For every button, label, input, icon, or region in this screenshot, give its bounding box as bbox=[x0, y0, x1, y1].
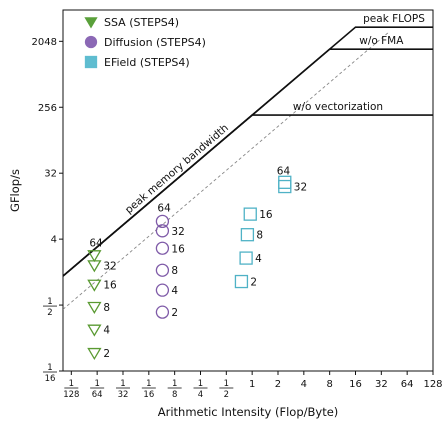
x-tick-label-3: 116 bbox=[141, 379, 156, 400]
y-tick-label-1: 12 bbox=[43, 297, 57, 318]
x-tick-label-11: 16 bbox=[349, 379, 362, 390]
point-0-3 bbox=[87, 301, 102, 315]
x-tick-label-2-numerator: 1 bbox=[120, 379, 125, 389]
point-1-0 bbox=[155, 214, 170, 229]
y-tick-label-2: 4 bbox=[51, 235, 57, 246]
y-tick-label-5: 2048 bbox=[32, 37, 57, 48]
x-tick-label-1-denominator: 64 bbox=[92, 390, 103, 400]
point-label-2-2: 16 bbox=[259, 209, 273, 221]
y-tick-label-1-denominator: 2 bbox=[47, 308, 52, 318]
point-label-1-4: 4 bbox=[171, 285, 178, 297]
roof-label-0: peak FLOPS bbox=[363, 13, 425, 25]
point-label-0-4: 4 bbox=[103, 325, 110, 337]
x-tick-label-3-numerator: 1 bbox=[146, 379, 151, 389]
x-tick-label-8: 2 bbox=[275, 379, 281, 390]
x-tick-label-4-numerator: 1 bbox=[172, 379, 177, 389]
point-1-2 bbox=[155, 241, 170, 255]
y-tick-label-0-denominator: 16 bbox=[45, 374, 56, 384]
point-0-0 bbox=[87, 250, 102, 263]
point-label-0-0: 64 bbox=[89, 237, 103, 249]
point-label-2-1: 32 bbox=[294, 182, 307, 194]
point-2-0 bbox=[278, 175, 292, 189]
point-label-0-1: 32 bbox=[103, 260, 116, 272]
x-tick-label-1: 164 bbox=[90, 379, 105, 400]
point-label-2-0: 64 bbox=[277, 165, 291, 177]
point-label-0-5: 2 bbox=[103, 348, 110, 360]
point-label-1-3: 8 bbox=[171, 265, 178, 277]
x-tick-label-4: 18 bbox=[167, 379, 182, 400]
point-label-2-4: 4 bbox=[255, 253, 262, 265]
roof-line-2 bbox=[63, 114, 433, 277]
legend: SSA (STEPS4) Diffusion (STEPS4) EField (ST… bbox=[84, 16, 206, 69]
point-2-5 bbox=[234, 274, 249, 289]
point-2-4 bbox=[239, 251, 253, 265]
x-tick-label-5: 14 bbox=[193, 379, 208, 400]
x-tick-label-5-denominator: 4 bbox=[198, 390, 203, 400]
x-axis-title: Arithmetic Intensity (Flop/Byte) bbox=[158, 405, 339, 419]
point-label-1-1: 32 bbox=[171, 226, 184, 238]
point-label-0-3: 8 bbox=[103, 302, 110, 314]
x-tick-label-0-denominator: 128 bbox=[63, 390, 79, 400]
point-label-1-2: 16 bbox=[171, 243, 185, 255]
legend-marker-1 bbox=[84, 35, 98, 49]
x-tick-label-12: 32 bbox=[375, 379, 388, 390]
x-tick-label-6-denominator: 2 bbox=[224, 390, 229, 400]
x-tick-label-0-numerator: 1 bbox=[69, 379, 74, 389]
y-tick-label-4: 256 bbox=[38, 103, 57, 114]
point-2-2 bbox=[243, 207, 257, 221]
x-tick-label-1-numerator: 1 bbox=[94, 379, 99, 389]
legend-label-0: SSA (STEPS4) bbox=[104, 16, 179, 29]
point-1-4 bbox=[155, 283, 170, 297]
point-0-1 bbox=[87, 260, 102, 273]
roof-line-1 bbox=[63, 48, 433, 277]
plot-frame bbox=[62, 9, 434, 372]
x-tick-label-3-denominator: 16 bbox=[143, 390, 154, 400]
y-tick-label-1-numerator: 1 bbox=[47, 297, 52, 307]
point-0-5 bbox=[87, 347, 102, 361]
point-label-0-2: 16 bbox=[103, 280, 117, 292]
y-tick-label-3: 32 bbox=[44, 169, 57, 180]
x-tick-label-10: 8 bbox=[326, 379, 332, 390]
point-label-2-3: 8 bbox=[256, 230, 263, 242]
x-tick-label-4-denominator: 8 bbox=[172, 390, 177, 400]
x-tick-label-9: 4 bbox=[301, 379, 307, 390]
point-label-2-5: 2 bbox=[250, 277, 257, 289]
point-2-3 bbox=[240, 228, 255, 242]
point-label-1-0: 64 bbox=[157, 202, 171, 214]
x-tick-label-7: 1 bbox=[249, 379, 255, 390]
y-tick-label-0: 116 bbox=[43, 363, 57, 384]
legend-label-1: Diffusion (STEPS4) bbox=[104, 36, 206, 49]
point-1-3 bbox=[155, 263, 170, 277]
point-1-1 bbox=[155, 224, 170, 238]
bandwidth-label: peak memory bandwidth bbox=[123, 122, 231, 216]
roof-label-2: w/o vectorization bbox=[293, 101, 383, 113]
y-tick-label-0-numerator: 1 bbox=[47, 363, 52, 373]
legend-marker-2 bbox=[84, 55, 98, 69]
point-0-4 bbox=[87, 324, 102, 337]
x-tick-label-13: 64 bbox=[401, 379, 414, 390]
y-axis-title: GFlop/s bbox=[8, 169, 22, 212]
x-tick-label-2-denominator: 32 bbox=[118, 390, 129, 400]
point-2-1 bbox=[278, 179, 292, 194]
point-1-5 bbox=[155, 305, 170, 319]
x-tick-label-14: 128 bbox=[423, 379, 442, 390]
x-tick-label-2: 132 bbox=[115, 379, 130, 400]
point-0-2 bbox=[87, 279, 102, 292]
roof-label-1: w/o FMA bbox=[359, 35, 404, 47]
x-tick-label-5-numerator: 1 bbox=[198, 379, 203, 389]
legend-label-2: EField (STEPS4) bbox=[104, 56, 190, 69]
point-label-1-5: 2 bbox=[171, 307, 178, 319]
x-tick-label-6-numerator: 1 bbox=[224, 379, 229, 389]
plot-area bbox=[63, 26, 433, 310]
x-tick-label-6: 12 bbox=[219, 379, 234, 400]
legend-marker-0 bbox=[84, 17, 98, 29]
